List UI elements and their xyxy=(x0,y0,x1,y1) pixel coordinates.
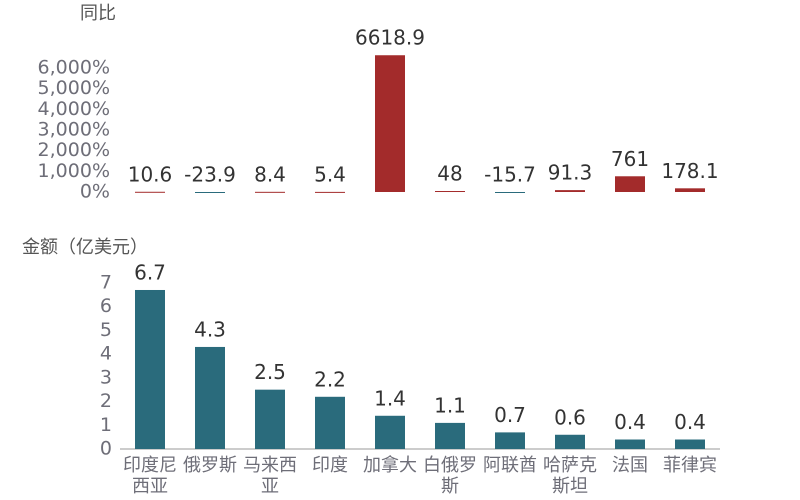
y-tick-label: 2,000% xyxy=(38,139,110,161)
bar xyxy=(675,439,705,449)
bar xyxy=(555,190,585,192)
y-tick-label: 3,000% xyxy=(38,119,110,141)
value-label: 0.4 xyxy=(614,410,646,434)
y-tick-label: 7 xyxy=(100,271,112,293)
value-label: -23.9 xyxy=(184,163,236,187)
bar xyxy=(195,346,225,449)
bar xyxy=(255,389,285,449)
x-tick-label: 法国 xyxy=(612,455,648,476)
bar xyxy=(375,55,405,192)
value-label: 8.4 xyxy=(254,162,286,186)
y-tick-label: 6,000% xyxy=(38,57,110,79)
x-tick-label: 白俄罗斯 xyxy=(423,455,477,497)
bar xyxy=(135,191,165,193)
chart-title: 金额（亿美元） xyxy=(22,237,148,258)
x-tick-label: 哈萨克斯坦 xyxy=(543,455,597,497)
value-label: 10.6 xyxy=(128,162,173,186)
value-label: 6618.9 xyxy=(355,26,425,50)
y-tick-label: 0 xyxy=(100,438,112,460)
x-tick-label: 阿联酋 xyxy=(483,455,537,476)
bar xyxy=(315,396,345,449)
x-tick-label: 菲律宾 xyxy=(663,455,717,476)
x-tick-label: 俄罗斯 xyxy=(183,455,237,476)
y-tick-label: 5,000% xyxy=(38,77,110,99)
value-label: 4.3 xyxy=(194,317,226,341)
y-tick-label: 6 xyxy=(100,295,112,317)
value-label: 5.4 xyxy=(314,162,346,186)
y-tick-label: 4,000% xyxy=(38,98,110,120)
bar xyxy=(315,191,345,193)
value-label: 6.7 xyxy=(134,260,166,284)
x-tick-label: 印度尼西亚 xyxy=(123,455,177,497)
bar xyxy=(255,191,285,193)
x-tick-label: 印度 xyxy=(312,455,348,476)
chart-title: 同比 xyxy=(80,3,116,24)
y-tick-label: 3 xyxy=(100,366,112,388)
bar xyxy=(615,176,645,192)
value-label: 761 xyxy=(611,147,649,171)
y-tick-label: 1 xyxy=(100,414,112,436)
value-label: 0.7 xyxy=(494,403,526,427)
value-label: 1.4 xyxy=(374,386,406,410)
bar xyxy=(435,422,465,449)
y-tick-label: 4 xyxy=(100,343,112,365)
y-tick-label: 0% xyxy=(80,181,110,203)
y-tick-label: 5 xyxy=(100,319,112,341)
x-tick-label: 加拿大 xyxy=(363,454,417,476)
bar xyxy=(435,191,465,193)
value-label: 0.4 xyxy=(674,410,706,434)
value-label: 2.2 xyxy=(314,367,346,391)
bar xyxy=(495,432,525,449)
value-label: 91.3 xyxy=(548,161,593,185)
x-tick-label: 马来西亚 xyxy=(243,455,297,497)
value-label: 48 xyxy=(437,162,462,186)
bar xyxy=(495,192,525,193)
value-label: 178.1 xyxy=(661,159,718,183)
y-tick-label: 2 xyxy=(100,390,112,412)
y-tick-label: 1,000% xyxy=(38,160,110,182)
value-label: 0.6 xyxy=(554,405,586,429)
bar xyxy=(675,188,705,192)
value-label: 2.5 xyxy=(254,360,286,384)
bar xyxy=(555,434,585,449)
value-label: -15.7 xyxy=(484,163,536,187)
value-label: 1.1 xyxy=(434,393,466,417)
bar xyxy=(195,192,225,193)
bar xyxy=(375,415,405,449)
bar xyxy=(615,439,645,449)
bar xyxy=(135,289,165,449)
